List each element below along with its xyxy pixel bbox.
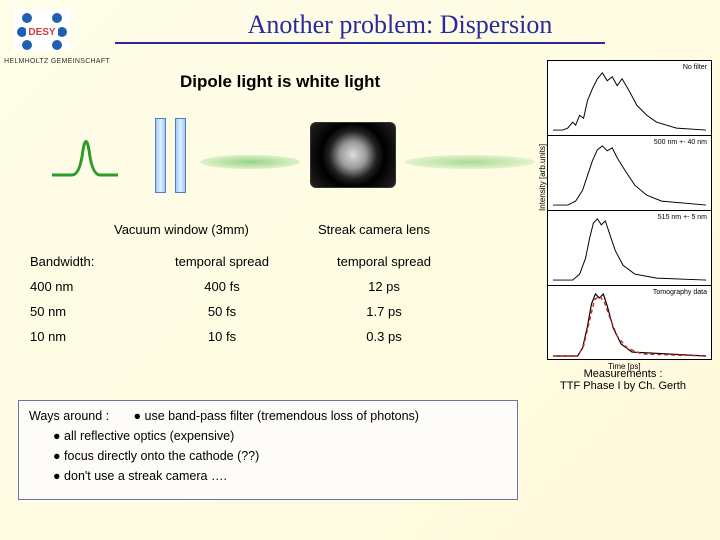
plot-panel: No filter	[548, 61, 711, 136]
table-row: 10 nm 10 fs 0.3 ps	[30, 325, 464, 348]
title-underline	[115, 42, 605, 44]
plot-panel: 515 nm +- 5 nm	[548, 211, 711, 286]
ways-item: ● focus directly onto the cathode (??)	[53, 449, 507, 463]
vacuum-window-1	[155, 118, 166, 193]
dispersed-pulse-2	[405, 155, 535, 169]
table-header-row: Bandwidth: temporal spread temporal spre…	[30, 250, 464, 273]
plot-label: 515 nm +- 5 nm	[658, 214, 707, 221]
plot-label: Tomography data	[653, 289, 707, 296]
ways-item: ● all reflective optics (expensive)	[53, 429, 507, 443]
dispersed-pulse-1	[200, 155, 300, 169]
intensity-plots: Intensity [arb.units] Time [ps] No filte…	[547, 60, 712, 360]
col-bandwidth: Bandwidth:	[30, 250, 140, 273]
helmholtz-label: HELMHOLTZ GEMEINSCHAFT	[4, 58, 110, 65]
subtitle: Dipole light is white light	[180, 72, 380, 92]
ways-around-box: Ways around : ● use band-pass filter (tr…	[18, 400, 518, 500]
dispersion-table: Bandwidth: temporal spread temporal spre…	[28, 248, 466, 350]
plot-panel: Tomography data	[548, 286, 711, 361]
camera-lens-icon	[310, 122, 396, 188]
table-row: 50 nm 50 fs 1.7 ps	[30, 300, 464, 323]
desy-logo: DESY	[12, 8, 72, 52]
col-spread-lens: temporal spread	[304, 250, 464, 273]
svg-text:DESY: DESY	[28, 27, 56, 38]
plots-ylabel: Intensity [arb.units]	[538, 144, 547, 211]
vacuum-window-2	[175, 118, 186, 193]
vacuum-window-label: Vacuum window (3mm)	[114, 222, 249, 237]
slide-title: Another problem: Dispersion	[0, 0, 720, 40]
measurements-caption: Measurements : TTF Phase I by Ch. Gerth	[548, 368, 698, 392]
col-spread-window: temporal spread	[142, 250, 302, 273]
plot-label: No filter	[683, 64, 707, 71]
ways-item: ● don't use a streak camera ….	[53, 469, 507, 483]
pulse-icon	[50, 135, 120, 185]
plot-label: 500 nm +- 40 nm	[654, 139, 707, 146]
streak-lens-label: Streak camera lens	[318, 222, 430, 237]
ways-title: Ways around :	[29, 409, 109, 423]
table-row: 400 nm 400 fs 12 ps	[30, 275, 464, 298]
ways-item: ● use band-pass filter (tremendous loss …	[133, 409, 419, 423]
plot-panel: 500 nm +- 40 nm	[548, 136, 711, 211]
measurements-line: Measurements :	[548, 368, 698, 380]
measurements-line: TTF Phase I by Ch. Gerth	[548, 380, 698, 392]
